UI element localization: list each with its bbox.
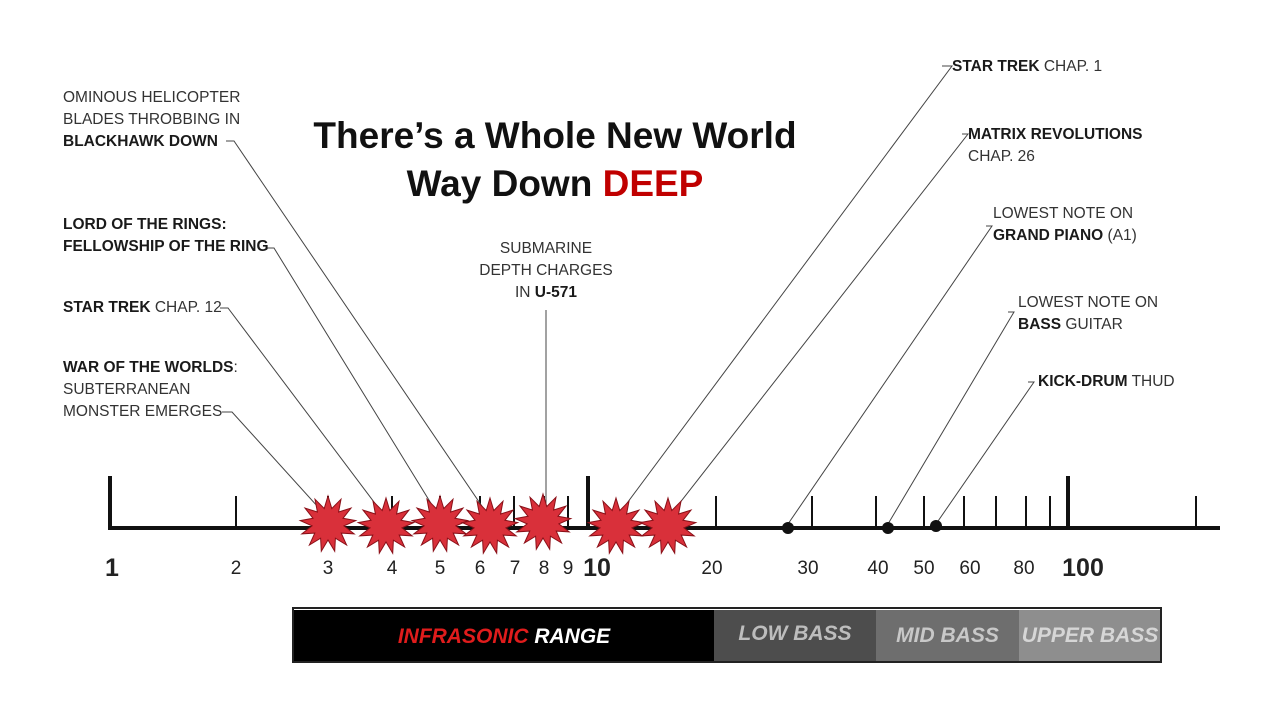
label-war-tail: : bbox=[233, 359, 238, 376]
leader-lotr bbox=[266, 247, 441, 519]
burst-startrek1 bbox=[586, 496, 646, 555]
label-matrix-bold: MATRIX REVOLUTIONS bbox=[968, 126, 1143, 143]
tick-label-50: 50 bbox=[913, 558, 935, 579]
tick-label-10: 10 bbox=[583, 554, 611, 582]
label-submarine-prefix: IN bbox=[514, 284, 535, 301]
label-blackhawk-line2: BLADES THROBBING IN bbox=[63, 111, 241, 128]
label-piano-line1: LOWEST NOTE ON bbox=[993, 205, 1134, 222]
range-upper-bass: UPPER BASS bbox=[1019, 610, 1161, 661]
range-infrasonic-white: RANGE bbox=[528, 624, 611, 648]
diagram-title: There’s a Whole New World Way Down DEEP bbox=[290, 112, 820, 208]
label-matrix-line2: CHAP. 26 bbox=[968, 148, 1035, 165]
label-war-bold: WAR OF THE WORLDS bbox=[63, 359, 234, 376]
range-infrasonic-red: INFRASONIC bbox=[397, 624, 529, 648]
range-mid-bass: MID BASS bbox=[876, 610, 1019, 661]
range-bar-frame bbox=[292, 607, 1162, 663]
burst-war bbox=[298, 494, 358, 553]
label-bass: LOWEST NOTE ON BASS GUITAR bbox=[1018, 292, 1158, 336]
label-startrek12-tail: CHAP. 12 bbox=[150, 299, 222, 316]
leader-kick bbox=[935, 381, 1035, 525]
label-startrek12-bold: STAR TREK bbox=[63, 299, 151, 316]
label-matrix: MATRIX REVOLUTIONS CHAP. 26 bbox=[968, 124, 1143, 168]
label-lotr-line2: FELLOWSHIP OF THE RING bbox=[63, 238, 269, 255]
marker-dot-bass bbox=[882, 522, 894, 534]
burst-startrek12 bbox=[356, 496, 416, 555]
tick-label-100: 100 bbox=[1062, 554, 1104, 582]
label-war-line2: SUBTERRANEAN bbox=[63, 381, 191, 398]
burst-blackhawk bbox=[460, 496, 520, 555]
title-line-1: There’s a Whole New World bbox=[313, 115, 797, 156]
burst-submarine bbox=[513, 492, 573, 551]
label-piano-tail: (A1) bbox=[1103, 227, 1137, 244]
tick-label-60: 60 bbox=[959, 558, 981, 579]
label-lotr: LORD OF THE RINGS: FELLOWSHIP OF THE RIN… bbox=[63, 214, 269, 258]
label-submarine-line1: SUBMARINE bbox=[499, 240, 593, 257]
marker-dot-kick bbox=[930, 520, 942, 532]
label-war-line3: MONSTER EMERGES bbox=[63, 403, 223, 420]
label-startrek1: STAR TREK CHAP. 1 bbox=[952, 56, 1102, 78]
label-submarine-bold: U-571 bbox=[534, 284, 578, 301]
leader-matrix bbox=[667, 133, 970, 519]
tick-label-6: 6 bbox=[474, 558, 486, 579]
label-blackhawk-line1: OMINOUS HELICOPTER bbox=[63, 89, 241, 106]
leader-war bbox=[222, 411, 329, 519]
range-low-bass: LOW BASS bbox=[714, 610, 876, 661]
range-infrasonic: INFRASONIC RANGE bbox=[294, 610, 714, 663]
burst-markers bbox=[298, 492, 698, 555]
burst-lotr bbox=[410, 494, 470, 553]
tick-label-8: 8 bbox=[538, 558, 550, 579]
leader-lines bbox=[220, 65, 1035, 525]
title-accent-word: DEEP bbox=[602, 163, 704, 204]
leader-startrek12 bbox=[220, 307, 387, 519]
tick-label-1: 1 bbox=[105, 554, 119, 582]
burst-matrix bbox=[638, 496, 698, 555]
marker-dot-piano bbox=[782, 522, 794, 534]
label-bass-bold: BASS bbox=[1018, 316, 1062, 333]
label-kick-tail: THUD bbox=[1127, 373, 1175, 390]
leader-bass bbox=[887, 311, 1015, 525]
tick-label-80: 80 bbox=[1013, 558, 1035, 579]
tick-label-2: 2 bbox=[230, 558, 242, 579]
label-blackhawk: OMINOUS HELICOPTER BLADES THROBBING IN B… bbox=[63, 87, 240, 153]
tick-label-3: 3 bbox=[322, 558, 334, 579]
label-blackhawk-bold: BLACKHAWK DOWN bbox=[63, 133, 218, 150]
leader-piano bbox=[787, 225, 993, 525]
label-startrek1-tail: CHAP. 1 bbox=[1039, 58, 1103, 75]
label-startrek1-bold: STAR TREK bbox=[952, 58, 1040, 75]
label-piano: LOWEST NOTE ON GRAND PIANO (A1) bbox=[993, 203, 1137, 247]
label-bass-tail: GUITAR bbox=[1061, 316, 1123, 333]
tick-label-4: 4 bbox=[386, 558, 398, 579]
tick-label-9: 9 bbox=[562, 558, 574, 579]
tick-label-40: 40 bbox=[867, 558, 889, 579]
tick-label-5: 5 bbox=[434, 558, 446, 579]
tick-label-20: 20 bbox=[701, 558, 723, 579]
label-piano-bold: GRAND PIANO bbox=[993, 227, 1104, 244]
leader-blackhawk bbox=[226, 140, 491, 519]
label-submarine: SUBMARINE DEPTH CHARGES IN U-571 bbox=[476, 238, 616, 304]
label-submarine-line2: DEPTH CHARGES bbox=[479, 262, 613, 279]
leader-startrek1 bbox=[615, 65, 953, 519]
tick-label-7: 7 bbox=[509, 558, 521, 579]
tick-label-30: 30 bbox=[797, 558, 819, 579]
label-bass-line1: LOWEST NOTE ON bbox=[1018, 294, 1159, 311]
title-line-2: Way Down DEEP bbox=[290, 160, 820, 208]
title-line-2-prefix: Way Down bbox=[406, 163, 603, 204]
label-kick: KICK-DRUM THUD bbox=[1038, 371, 1175, 393]
label-startrek12: STAR TREK CHAP. 12 bbox=[63, 297, 222, 319]
label-war: WAR OF THE WORLDS: SUBTERRANEAN MONSTER … bbox=[63, 357, 238, 423]
label-lotr-line1: LORD OF THE RINGS: bbox=[63, 216, 227, 233]
label-kick-bold: KICK-DRUM bbox=[1038, 373, 1128, 390]
